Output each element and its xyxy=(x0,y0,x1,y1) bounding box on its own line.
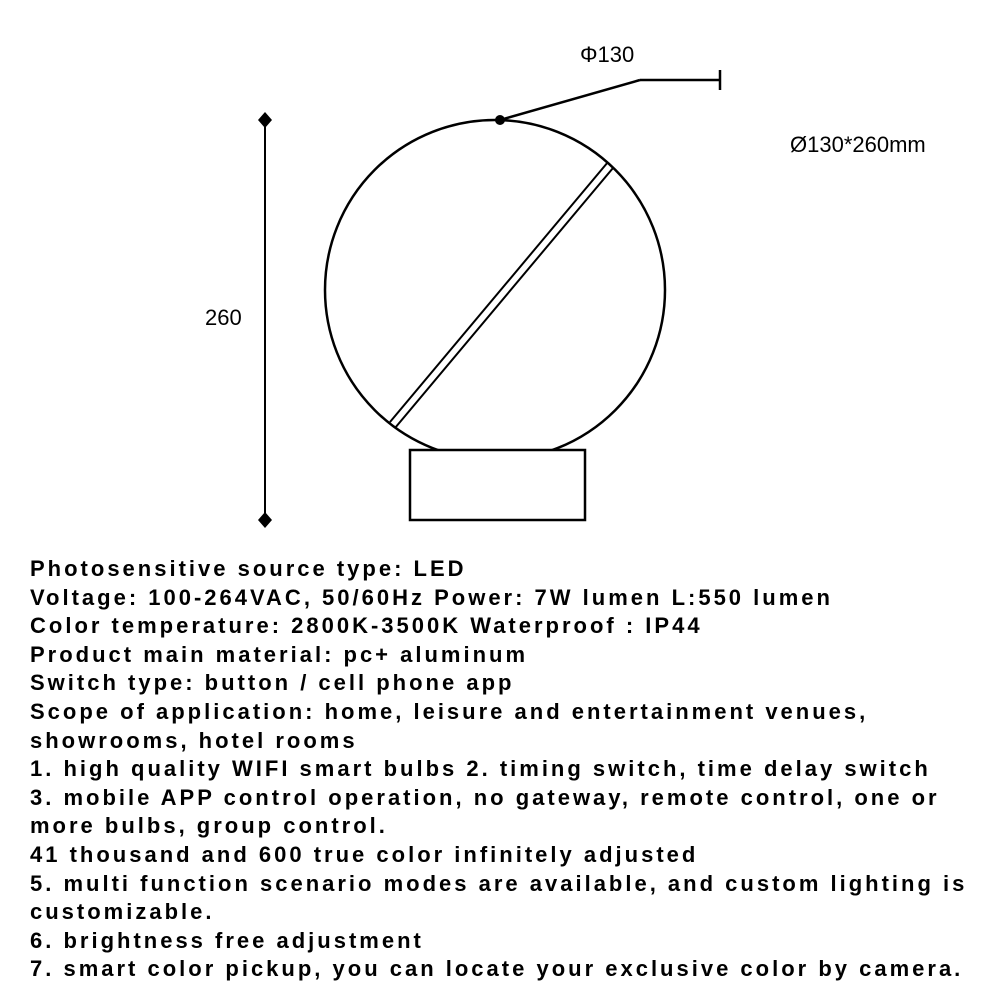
globe-diagonal-2 xyxy=(395,168,613,428)
spec-line: Product main material: pc+ aluminum xyxy=(30,641,970,670)
spec-line: Color temperature: 2800K-3500K Waterproo… xyxy=(30,612,970,641)
spec-line: Photosensitive source type: LED xyxy=(30,555,970,584)
technical-diagram: Φ130 260 Ø130*260mm xyxy=(0,20,1000,550)
spec-line: 7. smart color pickup, you can locate yo… xyxy=(30,955,970,984)
globe-circle xyxy=(325,120,665,460)
height-dim-bottom-diamond xyxy=(258,512,272,528)
diagram-svg xyxy=(0,20,1000,550)
spec-line: 5. multi function scenario modes are ava… xyxy=(30,870,970,927)
spec-line: 6. brightness free adjustment xyxy=(30,927,970,956)
spec-line: Scope of application: home, leisure and … xyxy=(30,698,970,755)
spec-line: 1. high quality WIFI smart bulbs 2. timi… xyxy=(30,755,970,784)
overall-dimension-label: Ø130*260mm xyxy=(790,132,926,158)
diameter-label: Φ130 xyxy=(580,42,634,68)
spec-line: Voltage: 100-264VAC, 50/60Hz Power: 7W l… xyxy=(30,584,970,613)
spec-line: Switch type: button / cell phone app xyxy=(30,669,970,698)
height-dim-top-diamond xyxy=(258,112,272,128)
height-label: 260 xyxy=(205,305,242,331)
callout-line-1 xyxy=(500,80,640,120)
spec-line: 3. mobile APP control operation, no gate… xyxy=(30,784,970,841)
lamp-base xyxy=(410,450,585,520)
spec-text-block: Photosensitive source type: LED Voltage:… xyxy=(30,555,970,984)
globe-diagonal-1 xyxy=(390,162,608,422)
spec-line: 41 thousand and 600 true color infinitel… xyxy=(30,841,970,870)
